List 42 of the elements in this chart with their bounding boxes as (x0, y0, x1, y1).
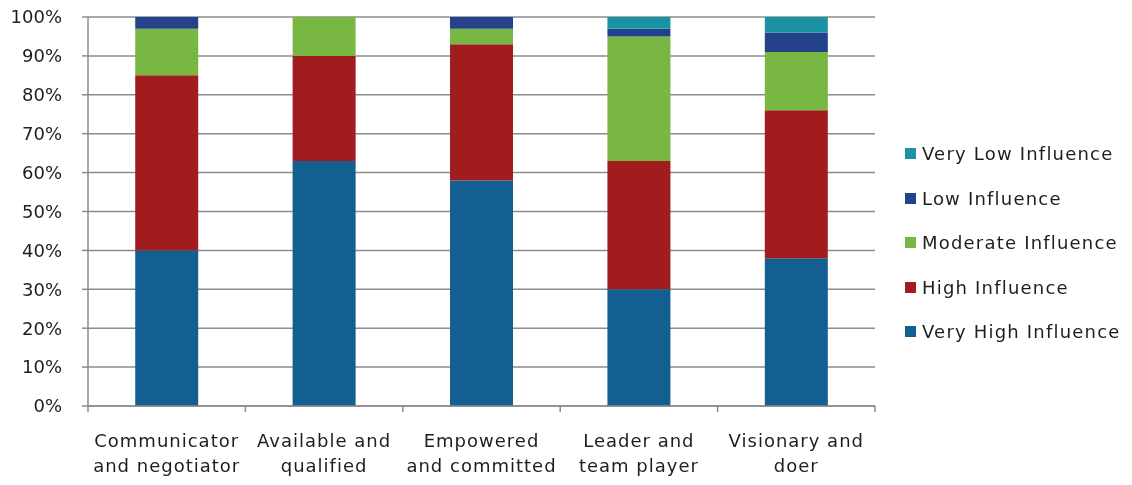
bar (292, 160, 356, 406)
bar (292, 55, 356, 161)
bar (607, 28, 671, 37)
y-tick-label: 80% (21, 84, 62, 106)
bar (292, 17, 356, 56)
bar (135, 75, 199, 251)
bar (764, 52, 828, 111)
bar (135, 28, 199, 76)
y-tick-label: 30% (21, 278, 62, 300)
bar (607, 17, 671, 29)
y-tick-label: 20% (21, 317, 62, 339)
bar (764, 17, 828, 33)
y-tick-label: 50% (21, 200, 62, 222)
bar (450, 44, 514, 181)
legend-label: Moderate Influence (922, 232, 1118, 253)
x-tick-label: Empowered and committed (406, 430, 557, 476)
bar (135, 17, 199, 29)
y-tick-label: 10% (21, 356, 62, 378)
y-tick-label: 70% (21, 123, 62, 145)
x-tick-label: Communicator and negotiator (93, 430, 241, 476)
legend-label: Low Influence (922, 187, 1062, 209)
x-tick-label: Available and qualified (257, 430, 392, 476)
y-tick-label: 0% (33, 395, 62, 417)
bar (764, 110, 828, 259)
y-tick-label: 90% (21, 45, 62, 67)
bar (450, 28, 514, 45)
y-tick-label: 100% (10, 6, 62, 28)
y-tick-label: 40% (21, 239, 62, 261)
bar (135, 250, 199, 406)
bar (607, 289, 671, 406)
x-tick-label: Visionary and doer (728, 430, 864, 476)
bar (764, 258, 828, 406)
x-tick-label: Leader and team player (578, 430, 699, 476)
bar (607, 36, 671, 161)
bar (450, 17, 514, 29)
legend-label: Very Low Influence (922, 143, 1114, 164)
legend-label: High Influence (922, 276, 1069, 298)
bar (450, 180, 514, 406)
bar (764, 32, 828, 53)
legend-label: Very High Influence (922, 321, 1121, 342)
bar (607, 160, 671, 290)
y-tick-label: 60% (21, 161, 62, 183)
